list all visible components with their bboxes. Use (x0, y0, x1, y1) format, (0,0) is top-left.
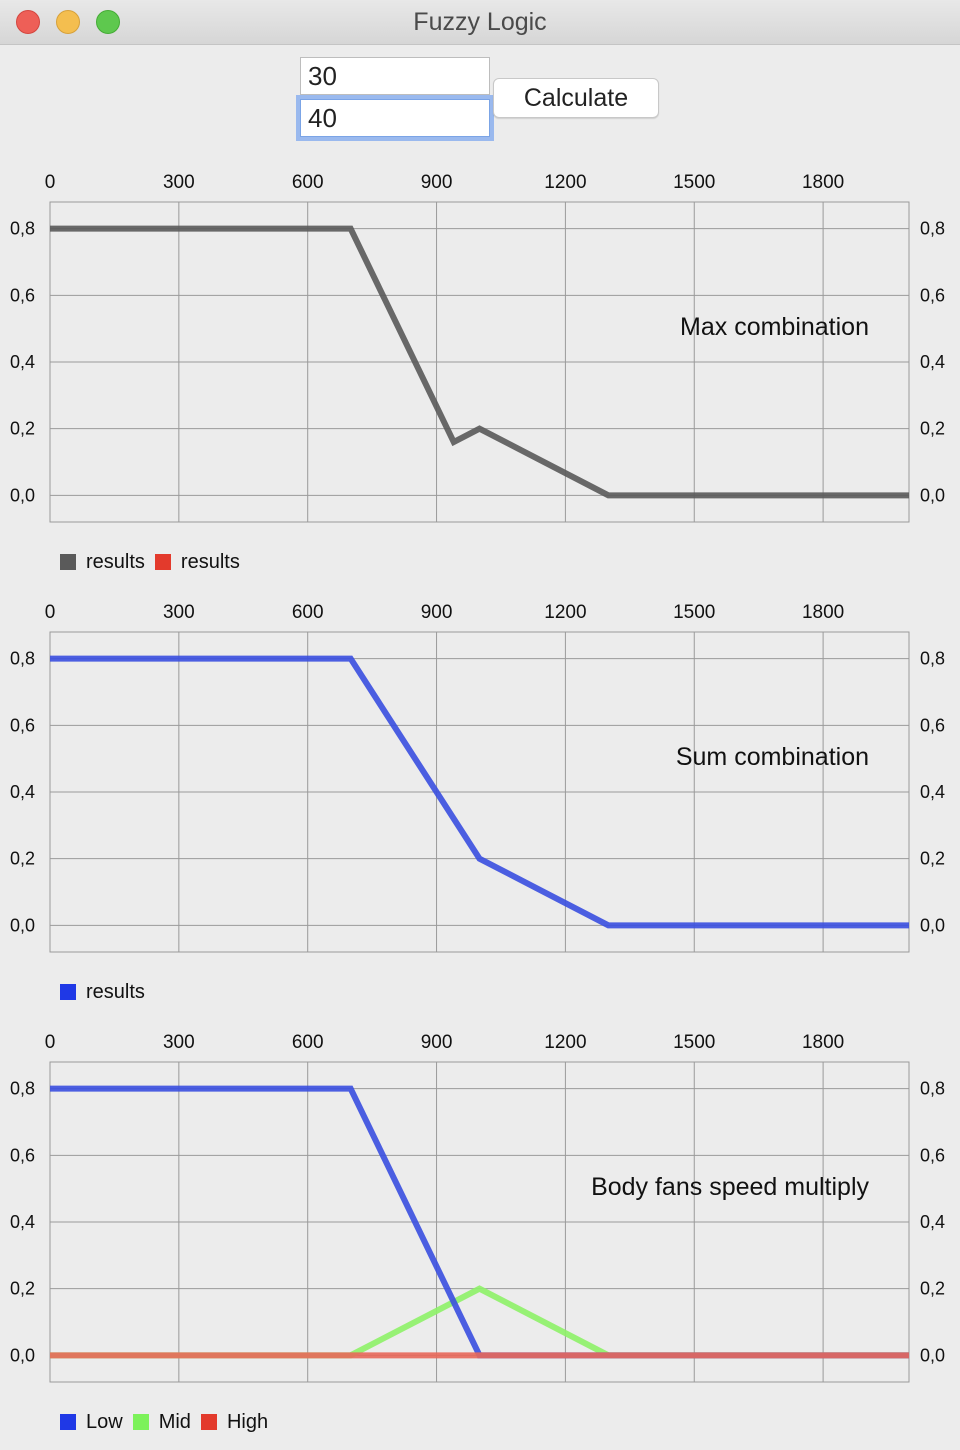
y-tick-label-left: 0,0 (10, 915, 35, 935)
sum-combination-legend: results (60, 979, 155, 1005)
calculate-button[interactable]: Calculate (493, 78, 659, 118)
window-title: Fuzzy Logic (413, 8, 547, 36)
y-tick-label-right: 0,2 (920, 849, 945, 869)
y-tick-label-right: 0,0 (920, 915, 945, 935)
y-tick-label-right: 0,4 (920, 1212, 945, 1232)
x-tick-label: 1500 (673, 172, 715, 193)
y-tick-label-right: 0,8 (920, 649, 945, 669)
second-input-field[interactable] (300, 99, 490, 137)
y-tick-label-right: 0,4 (920, 352, 945, 372)
x-tick-label: 1800 (802, 172, 844, 193)
x-tick-label: 300 (163, 172, 195, 193)
y-tick-label-left: 0,6 (10, 285, 35, 305)
x-tick-label: 1500 (673, 602, 715, 623)
chart-title: Sum combination (676, 743, 869, 771)
y-tick-label-right: 0,8 (920, 1079, 945, 1099)
x-tick-label: 600 (292, 602, 324, 623)
x-tick-label: 1800 (802, 602, 844, 623)
first-input-field[interactable] (300, 57, 490, 95)
y-tick-label-right: 0,6 (920, 285, 945, 305)
y-tick-label-right: 0,0 (920, 1345, 945, 1365)
legend-swatch (200, 1414, 217, 1430)
x-tick-label: 1200 (544, 602, 586, 623)
max-combination-legend: results results (60, 549, 250, 575)
legend-swatch (60, 1414, 76, 1430)
legend-item: results (60, 981, 145, 1004)
y-tick-label-right: 0,2 (920, 419, 945, 439)
x-tick-label: 1200 (544, 1032, 586, 1053)
legend-item: results (154, 550, 240, 574)
chart-title: Body fans speed multiply (591, 1173, 869, 1201)
title-bar[interactable]: Fuzzy Logic (0, 0, 960, 45)
legend-swatch (60, 554, 76, 570)
legend-swatch (154, 554, 171, 570)
legend-label: Mid (158, 1410, 191, 1433)
y-tick-label-right: 0,4 (920, 782, 945, 802)
legend-label: results (180, 550, 240, 573)
x-tick-label: 900 (421, 1032, 453, 1053)
y-tick-label-left: 0,4 (10, 352, 35, 372)
x-tick-label: 1500 (673, 1032, 715, 1053)
chart-title: Max combination (680, 313, 869, 341)
y-tick-label-left: 0,6 (10, 1145, 35, 1165)
legend-swatch (132, 1414, 149, 1430)
y-tick-label-left: 0,8 (10, 649, 35, 669)
sum-combination-chart: 0 300 600 900 1200 1500 1800 0,0 0,0 0,2 0,2 0,4 0,4… (10, 602, 945, 953)
x-tick-label: 0 (45, 172, 56, 193)
y-tick-label-right: 0,0 (920, 485, 945, 505)
x-tick-label: 0 (45, 1032, 56, 1053)
max-combination-chart: 0 300 600 900 1200 1500 1800 0,0 0,0 0,2 0,2 0,4 0,4… (10, 172, 945, 523)
legend-label: Low (86, 1410, 123, 1433)
x-tick-label: 300 (163, 602, 195, 623)
x-tick-label: 900 (421, 172, 453, 193)
x-tick-label: 1200 (544, 172, 586, 193)
x-tick-label: 300 (163, 1032, 195, 1053)
y-tick-label-left: 0,0 (10, 485, 35, 505)
legend-label: results (86, 980, 145, 1003)
y-tick-label-left: 0,4 (10, 782, 35, 802)
legend-item: Mid (132, 1410, 191, 1434)
body-fans-speed-legend: Low Mid High (60, 1409, 278, 1435)
y-tick-label-left: 0,6 (10, 715, 35, 735)
y-tick-label-left: 0,2 (10, 1279, 35, 1299)
series-line-0 (50, 225, 909, 499)
x-tick-label: 600 (292, 172, 324, 193)
legend-item: Low (60, 1411, 123, 1434)
y-tick-label-left: 0,4 (10, 1212, 35, 1232)
legend-item: High (200, 1410, 269, 1434)
series-line-0 (50, 655, 909, 929)
legend-item: results (60, 551, 145, 574)
y-tick-label-right: 0,6 (920, 715, 945, 735)
x-tick-label: 900 (421, 602, 453, 623)
minimize-window-button[interactable] (56, 10, 80, 34)
y-tick-label-right: 0,6 (920, 1145, 945, 1165)
x-tick-label: 0 (45, 602, 56, 623)
y-tick-label-left: 0,2 (10, 419, 35, 439)
y-tick-label-right: 0,2 (920, 1279, 945, 1299)
legend-label: High (226, 1410, 269, 1433)
y-tick-label-left: 0,0 (10, 1345, 35, 1365)
y-tick-label-left: 0,8 (10, 1079, 35, 1099)
maximize-window-button[interactable] (96, 10, 120, 34)
y-tick-label-right: 0,8 (920, 219, 945, 239)
legend-label: results (86, 550, 145, 573)
legend-swatch (60, 984, 76, 1000)
body-fans-speed-chart: 0 300 600 900 1200 1500 1800 0,0 0,0 0,2 0,2 0,4 0,4… (10, 1032, 945, 1383)
x-tick-label: 1800 (802, 1032, 844, 1053)
close-window-button[interactable] (16, 10, 40, 34)
y-tick-label-left: 0,2 (10, 849, 35, 869)
y-tick-label-left: 0,8 (10, 219, 35, 239)
x-tick-label: 600 (292, 1032, 324, 1053)
